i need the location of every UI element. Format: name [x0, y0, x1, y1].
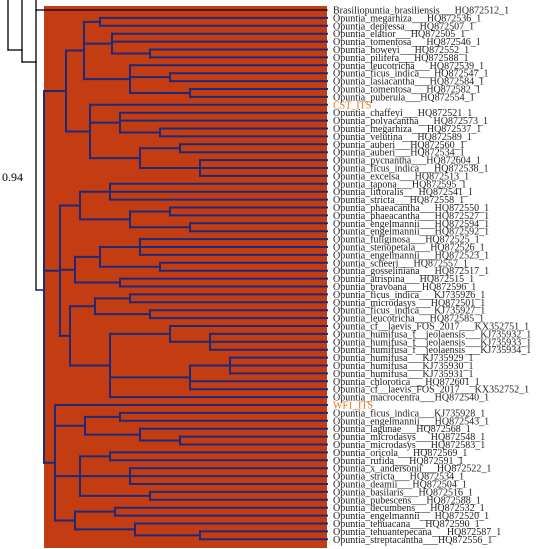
taxon-label: Opuntia_humifusa_f__jeolaensis___KJ73593…	[333, 329, 531, 340]
taxon-label: Opuntia_howeyi___HQ872552_1	[333, 45, 469, 56]
taxon-label: Opuntia_streptacantha___HQ872556_1	[333, 535, 492, 546]
taxon-label: Opuntia_pycnantha___HQ872604_1	[333, 156, 481, 167]
taxon-label: Brasiliopuntia_brasiliensis___HQ872512_1	[333, 6, 509, 17]
taxon-label: Opuntia_leucotricha___HQ872585_1	[333, 314, 484, 325]
taxon-label: Opuntia_velutina___HQ872589_1	[333, 132, 472, 143]
taxon-label: Opuntia_engelmannii___HQ872520_1	[333, 511, 489, 522]
taxon-label: Opuntia_lagunae___HQ872568_1	[333, 424, 471, 435]
taxon-label: Opuntia_microdasys___HQ872548_1	[333, 432, 485, 443]
taxon-label: Opuntia_engelmannii___HQ872592_1	[333, 227, 489, 238]
taxon-label: Opuntia_gosseliniana___HQ872517_1	[333, 266, 489, 277]
taxon-label: Opuntia_stenopetala___HQ872526_1	[333, 243, 485, 254]
taxon-label: Opuntia_tapona___HQ872595_1	[333, 179, 466, 190]
taxon-label: Opuntia_rufida___HQ872591_1	[333, 456, 464, 467]
taxon-label: Opuntia_ficus_indica___KJ735926_1	[333, 290, 485, 301]
taxon-label: Opuntia_pubescens___HQ872588_1	[333, 495, 481, 506]
taxon-label: Opuntia_stricta___HQ872558_1	[333, 195, 464, 206]
outer-branches	[7, 0, 328, 291]
taxon-label: Opuntia_humifusa___KJ735931_1	[333, 369, 474, 380]
taxon-label: Opuntia_chaffeyi___HQ872521_1	[333, 108, 472, 119]
taxon-label: Opuntia_macrocentra___HQ872540_1	[333, 393, 489, 404]
taxon-label: Opuntia_depressa___HQ872507_1	[333, 21, 474, 32]
taxon-label: Opuntia_oricola___HQ872569_1	[333, 448, 467, 459]
taxon-label: Opuntia_auberi___HQ872534_1	[333, 148, 465, 159]
taxon-label: Opuntia_polyacantha___HQ872573_1	[333, 116, 488, 127]
taxon-label: Opuntia_auberi___HQ872560_1	[333, 140, 465, 151]
taxon-label: WF1_ITS	[333, 401, 373, 412]
taxon-label: Opuntia_excelsa___HQ872513_1	[333, 171, 469, 182]
taxon-label: Opuntia_cf__laevis_FOS_2017___KX352752_1	[333, 385, 529, 396]
taxon-label: Opuntia_ficus_indica___KJ735928_1	[333, 408, 485, 419]
taxon-label: Opuntia_lasiacantha___HQ872584_1	[333, 77, 484, 88]
taxon-label: Opuntia_humifusa_f__jeolaensis___KJ73593…	[333, 337, 531, 348]
taxon-label: Opuntia_fuliginosa___HQ872525_1	[333, 235, 480, 246]
taxon-label: Opuntia_puberula___HQ872554_1	[333, 92, 475, 103]
taxon-label: Opuntia_megarhiza___HQ872537_1	[333, 124, 481, 135]
taxon-label: Opuntia_cf__laevis_FOS_2017___KX352751_1	[333, 322, 529, 333]
taxon-label: Opuntia_ficus_indica___HQ872538_1	[333, 164, 489, 175]
taxon-label: Opuntia_tomentosa___HQ872582_1	[333, 85, 481, 96]
taxon-label: Opuntia_phaeacantha___HQ872550_1	[333, 203, 489, 214]
taxon-label: Opuntia_microdasys___HQ872501_1	[333, 298, 485, 309]
taxon-label: Opuntia_pilifera___HQ872588_1	[333, 53, 469, 64]
taxon-label: Opuntia_tomentosa___HQ872546_1	[333, 37, 481, 48]
taxon-label: Opuntia_megarhiza___HQ872536_1	[333, 13, 481, 24]
taxon-label: Opuntia_bravoana___HQ872596_1	[333, 282, 476, 293]
taxon-label: Opuntia_engelmannii___HQ872523_1	[333, 250, 489, 261]
support-value: 0.94	[2, 170, 23, 184]
taxon-label: Opuntia_ficus_indica___HQ872547_1	[333, 69, 489, 80]
taxon-label: Opuntia_ficus_indica___KJ735927_1	[333, 306, 485, 317]
taxon-label: Opuntia_deamii___HQ872504_1	[333, 480, 467, 491]
taxon-label: Opuntia_microdasys___HQ872583_1	[333, 440, 485, 451]
taxon-label: Opuntia_scheeri___HQ872557_1	[333, 258, 468, 269]
taxon-label: Opuntia_tehuacana___HQ872590_1	[333, 519, 480, 530]
taxon-labels: Brasiliopuntia_brasiliensis___HQ872512_1…	[333, 6, 531, 546]
taxon-label: Opuntia_basilaris___HQ872516_1	[333, 487, 473, 498]
taxon-label: Opuntia_littoralis___HQ872541_1	[333, 187, 473, 198]
taxon-label: Opuntia_x_andersonii___HQ872522_1	[333, 464, 491, 475]
taxon-label: Opuntia_elatior___HQ872505_1	[333, 29, 465, 40]
taxon-label: Opuntia_atrispina___HQ872515_1	[333, 274, 474, 285]
taxon-label: Opuntia_leucotricha___HQ872539_1	[333, 61, 484, 72]
taxon-label: Opuntia_humifusa_f__jeolaensis___KJ73593…	[333, 345, 531, 356]
taxon-label: Opuntia_phaeacantha___HQ872527_1	[333, 211, 489, 222]
taxon-label: Opuntia_stricta___HQ872534_1	[333, 472, 464, 483]
taxon-label: Opuntia_engelmannii___HQ872594_1	[333, 219, 489, 230]
taxon-label: Opuntia_humifusa___KJ735930_1	[333, 361, 474, 372]
inner-branches	[43, 16, 328, 541]
clade-highlight-box	[44, 6, 327, 548]
taxon-label: Opuntia_engelmannii___HQ872543_1	[333, 416, 489, 427]
taxon-label: Opuntia_chlorotica___HQ872601_1	[333, 377, 480, 388]
taxon-label: CST_ITS	[333, 100, 371, 111]
taxon-label: Opuntia_tehuantepecana___HQ872587_1	[333, 527, 501, 538]
taxon-label: Opuntia_decumbens___HQ872532_1	[333, 503, 485, 514]
taxon-label: Opuntia_humifusa___KJ735929_1	[333, 353, 474, 364]
